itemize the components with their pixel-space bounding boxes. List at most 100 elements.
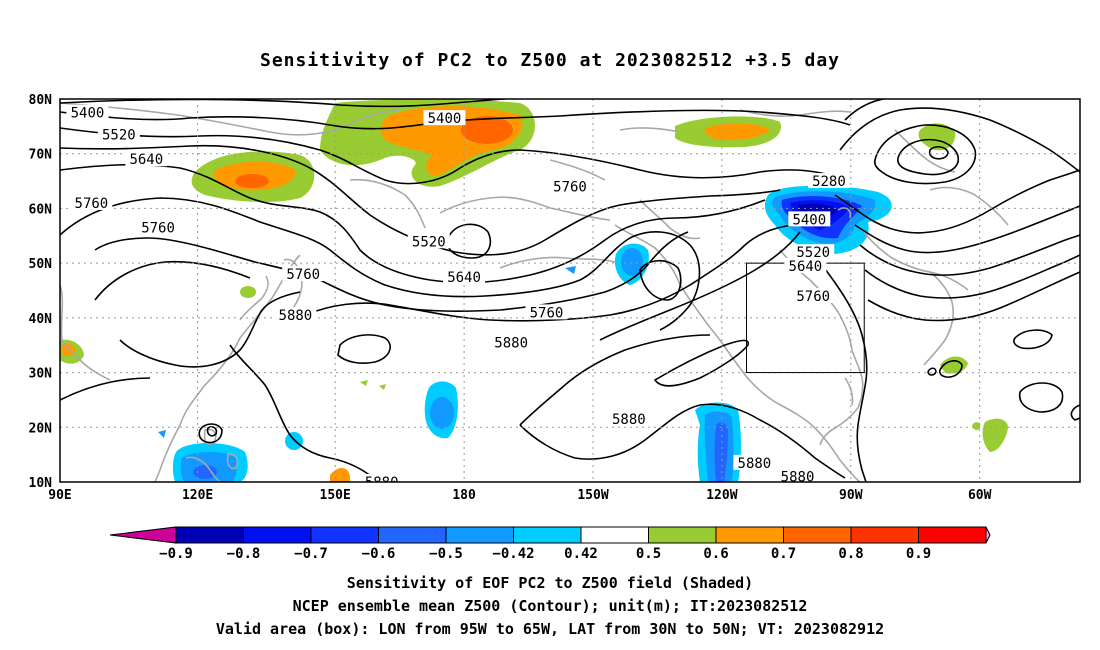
lon-label: 150W — [577, 488, 608, 503]
lon-label: 60W — [968, 488, 992, 503]
colorbar-labels: −0.9 −0.8 −0.7 −0.6 −0.5 −0.42 0.42 0.5 0.6 0.7 0.… — [159, 546, 931, 562]
colorbar-segment — [715, 526, 784, 544]
colorbar-label: −0.9 — [159, 546, 193, 562]
colorbar-label: −0.7 — [294, 546, 328, 562]
lon-label: 90E — [48, 488, 71, 503]
colorbar-segment — [513, 526, 582, 544]
contour-label-bg — [66, 104, 109, 120]
contour-label-bg — [407, 233, 450, 249]
contour-label-bg — [549, 178, 591, 194]
colorbar — [109, 526, 991, 544]
colorbar-min-triangle — [109, 526, 177, 544]
contour-label-bg — [525, 304, 568, 320]
lon-label: 180 — [452, 488, 476, 503]
contour-label-bg — [360, 474, 403, 482]
contour-label: 5880 — [494, 335, 528, 351]
contour-label: 5640 — [789, 259, 823, 275]
contour-label: 5880 — [365, 475, 399, 491]
lat-label: 30N — [29, 367, 53, 382]
contour-label: 5640 — [129, 152, 163, 168]
contour-label-bg — [282, 266, 325, 282]
lat-label: 70N — [29, 148, 53, 163]
contour-label-bg — [70, 194, 113, 210]
contour-label: 5640 — [447, 270, 481, 286]
colorbar-segment — [175, 526, 244, 544]
contour-label: 5280 — [812, 174, 846, 190]
contour-label-bg — [125, 151, 168, 167]
colorbar-segment — [783, 526, 852, 544]
lat-label: 10N — [29, 476, 53, 491]
lat-label: 20N — [29, 421, 53, 436]
colorbar-segment — [918, 526, 987, 544]
contour-label: 5760 — [141, 221, 175, 237]
contour-label-bg — [788, 211, 831, 227]
lat-label: 60N — [29, 202, 53, 217]
contour-label: 5880 — [279, 308, 313, 324]
colorbar-label: 0.8 — [838, 546, 863, 562]
contour-label-bg — [776, 468, 819, 482]
caption-valid-area: Valid area (box): LON from 95W to 65W, L… — [215, 620, 885, 638]
contour-label-bg — [490, 334, 533, 350]
contour-label-bg — [443, 268, 486, 284]
contour-label-bg — [137, 219, 180, 235]
contour-label-bg — [784, 257, 827, 273]
colorbar-label: 0.7 — [771, 546, 796, 562]
caption-contour: NCEP ensemble mean Z500 (Contour); unit(… — [292, 597, 808, 615]
colorbar-label: −0.6 — [362, 546, 396, 562]
colorbar-segment — [310, 526, 379, 544]
contour-label: 5760 — [553, 180, 587, 196]
contour-label: 5520 — [102, 128, 136, 144]
colorbar-label: 0.5 — [636, 546, 661, 562]
contour-labels: 5400 5400 5400 5520 5520 5520 5280 5640 5640 5640… — [66, 104, 850, 491]
lon-label: 120W — [706, 488, 737, 503]
contour-label: 5520 — [796, 245, 830, 261]
contour-label-bg — [792, 287, 835, 303]
colorbar-segment — [850, 526, 919, 544]
contour-label: 5760 — [796, 289, 830, 305]
longitude-tick-labels: 90E 120E 150E 180 150W 120W 90W 60W — [48, 488, 991, 503]
sensitivity-map: 5400 5400 5400 5520 5520 5520 5280 5640 5640 5640… — [29, 93, 1081, 562]
colorbar-label: −0.8 — [227, 546, 261, 562]
contour-label: 5760 — [286, 267, 320, 283]
colorbar-segment — [243, 526, 312, 544]
lon-label: 150E — [320, 488, 351, 503]
colorbar-label: −0.5 — [429, 546, 463, 562]
colorbar-label: 0.42 — [564, 546, 598, 562]
map-title: Sensitivity of PC2 to Z500 at 2023082512… — [259, 50, 840, 71]
contour-label-bg — [733, 454, 776, 470]
lat-label: 40N — [29, 312, 53, 327]
positive-sensitivity-shading — [60, 99, 1008, 482]
colorbar-segment — [580, 526, 649, 544]
contour-label: 5880 — [781, 470, 815, 486]
contour-label: 5880 — [738, 456, 772, 472]
latitude-tick-labels: 80N 70N 60N 50N 40N 30N 20N 10N — [29, 93, 53, 491]
contour-label: 5760 — [75, 196, 109, 212]
contour-label: 5400 — [71, 106, 105, 122]
colorbar-label: 0.9 — [906, 546, 931, 562]
contour-label-bg — [792, 244, 835, 260]
caption-shaded: Sensitivity of EOF PC2 to Z500 field (Sh… — [346, 574, 754, 592]
map-frame — [59, 98, 1081, 483]
lon-label: 90W — [839, 488, 863, 503]
colorbar-segment — [445, 526, 514, 544]
colorbar-segment — [648, 526, 717, 544]
contour-label-bg — [807, 173, 850, 189]
negative-sensitivity-shading — [158, 185, 892, 482]
contour-label: 5880 — [612, 412, 646, 428]
contour-label: 5520 — [412, 234, 446, 250]
lon-label: 120E — [182, 488, 213, 503]
contour-label: 5400 — [792, 212, 826, 228]
colorbar-label: 0.6 — [703, 546, 728, 562]
contour-label-bg — [274, 307, 317, 323]
lat-label: 80N — [29, 93, 53, 108]
colorbar-label: −0.42 — [492, 546, 534, 562]
colorbar-segment — [378, 526, 447, 544]
contour-label: 5760 — [530, 305, 564, 321]
lat-lon-grid — [60, 99, 1080, 482]
contour-label-bg — [97, 126, 140, 142]
contour-label-bg — [423, 110, 466, 126]
z500-contours — [60, 99, 1080, 482]
contour-label-bg — [607, 411, 650, 427]
lat-label: 50N — [29, 257, 53, 272]
contour-label: 5400 — [428, 111, 462, 127]
